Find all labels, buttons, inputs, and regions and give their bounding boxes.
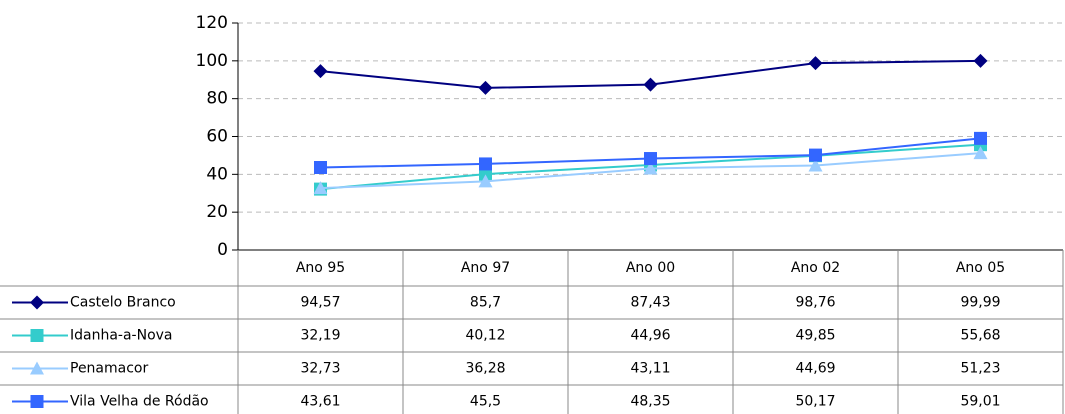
table-value: 87,43 — [630, 295, 670, 311]
point — [973, 53, 988, 68]
table-value: 36,28 — [465, 361, 505, 377]
point — [808, 56, 823, 71]
table-value: 51,23 — [960, 361, 1000, 377]
point — [479, 157, 492, 171]
point — [313, 181, 328, 195]
legend-marker — [30, 329, 44, 342]
point — [313, 64, 328, 79]
table-value: 45,5 — [470, 394, 501, 410]
table-value: 85,7 — [470, 295, 501, 311]
y-tick-label: 60 — [206, 127, 228, 147]
table-value: 55,68 — [960, 328, 1000, 344]
table-value: 99,99 — [960, 295, 1000, 311]
table-value: 94,57 — [300, 295, 340, 311]
point — [478, 80, 493, 95]
legend-label: Penamacor — [70, 361, 148, 377]
table-value: 44,96 — [630, 328, 670, 344]
legend-label: Vila Velha de Ródão — [70, 394, 209, 410]
legend-label: Idanha-a-Nova — [70, 328, 173, 344]
y-tick-label: 120 — [196, 13, 228, 33]
point — [809, 148, 822, 162]
point — [479, 167, 492, 181]
point — [314, 161, 327, 175]
legend-label: Castelo Branco — [70, 295, 176, 311]
table-value: 98,76 — [795, 295, 835, 311]
x-tick-label: Ano 97 — [461, 260, 510, 276]
table-value: 49,85 — [795, 328, 835, 344]
x-tick-label: Ano 05 — [956, 260, 1005, 276]
y-tick-label: 80 — [206, 89, 228, 109]
table-value: 50,17 — [795, 394, 835, 410]
table-value: 59,01 — [960, 394, 1000, 410]
point — [643, 161, 658, 175]
y-tick-label: 40 — [206, 164, 228, 184]
y-tick-label: 20 — [206, 202, 228, 222]
x-tick-label: Ano 95 — [296, 260, 345, 276]
table-value: 43,61 — [300, 394, 340, 410]
point — [478, 174, 493, 188]
table-value: 44,69 — [795, 361, 835, 377]
legend-marker — [30, 395, 44, 408]
point — [644, 152, 657, 166]
point — [974, 131, 987, 145]
x-tick-label: Ano 00 — [626, 260, 675, 276]
y-tick-label: 0 — [217, 240, 228, 260]
table-value: 32,73 — [300, 361, 340, 377]
table-value: 32,19 — [300, 328, 340, 344]
table-value: 43,11 — [630, 361, 670, 377]
legend-marker — [30, 295, 44, 310]
x-tick-label: Ano 02 — [791, 260, 840, 276]
point — [643, 77, 658, 92]
table-value: 48,35 — [630, 394, 670, 410]
y-tick-label: 100 — [196, 51, 228, 71]
point — [973, 146, 988, 160]
table-value: 40,12 — [465, 328, 505, 344]
legend-marker — [30, 361, 44, 375]
point — [808, 158, 823, 172]
